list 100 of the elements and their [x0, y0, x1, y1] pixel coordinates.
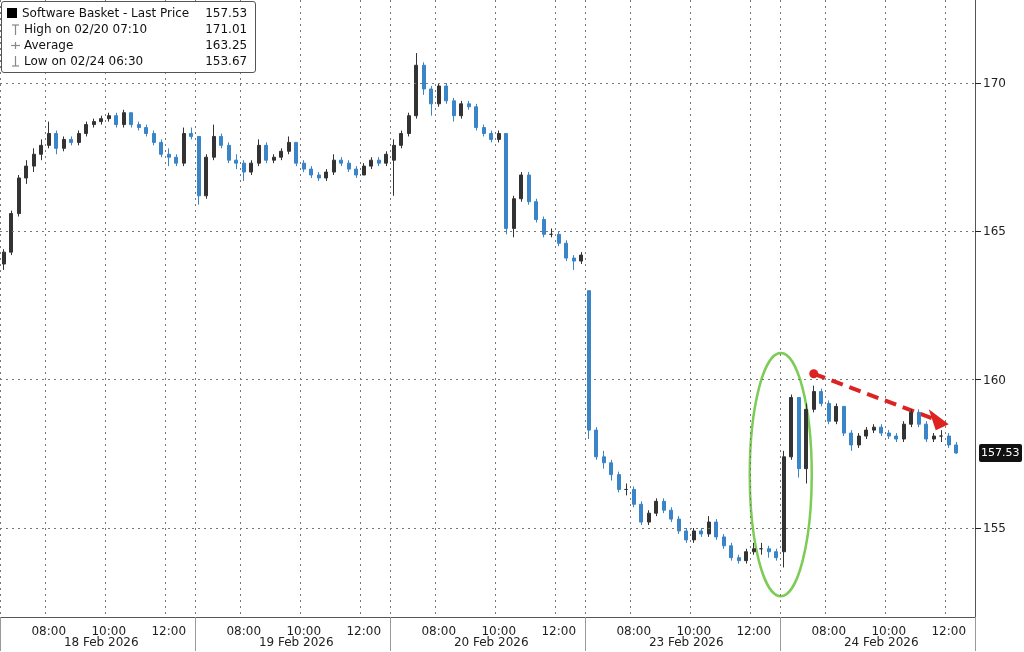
candlestick	[894, 432, 898, 443]
x-tick-label: 12:00	[736, 624, 772, 638]
candlestick	[834, 402, 838, 425]
candlestick	[504, 132, 508, 235]
candlestick	[129, 112, 133, 129]
candlestick	[917, 408, 921, 428]
y-tick-label: 160	[983, 372, 1006, 387]
candlestick	[279, 147, 283, 161]
candlestick	[789, 394, 793, 461]
candlestick	[572, 254, 576, 271]
annotation: 157.53	[205, 5, 248, 21]
candlestick	[444, 82, 448, 105]
candlestick	[122, 109, 126, 129]
candlestick	[339, 156, 343, 167]
x-tick-label: 08:00	[226, 624, 262, 638]
candlestick	[849, 429, 853, 452]
candlestick	[39, 138, 43, 161]
text: 20 Feb 2026	[453, 635, 529, 649]
candlestick	[797, 396, 801, 479]
candlestick	[459, 100, 463, 120]
candlestick	[864, 426, 868, 440]
candlestick	[662, 497, 666, 514]
candlestick	[54, 130, 58, 155]
candlestick	[519, 171, 523, 203]
candlestick	[932, 432, 936, 443]
candlestick	[69, 135, 73, 146]
candlestick	[47, 121, 51, 149]
candlestick	[887, 429, 891, 440]
candlestick	[489, 130, 493, 143]
candlestick	[752, 542, 756, 556]
candlestick	[827, 399, 831, 425]
candlestick	[309, 165, 313, 179]
candlestick	[159, 138, 163, 158]
candlestick	[437, 82, 441, 108]
annotation: Average	[24, 37, 74, 53]
candlestick	[264, 141, 268, 164]
candlestick	[9, 210, 13, 256]
candlestick	[632, 485, 636, 508]
candlestick	[692, 527, 696, 544]
candlestick	[407, 112, 411, 137]
candlestick	[144, 124, 148, 137]
y-tick-label: 165	[983, 224, 1006, 239]
candlestick	[722, 533, 726, 550]
candlestick	[369, 156, 373, 170]
candlestick	[872, 423, 876, 434]
candlestick	[114, 112, 118, 129]
y-tick-label: 170	[983, 76, 1006, 91]
candlestick	[17, 174, 21, 218]
candlestick	[774, 548, 778, 562]
candlestick	[587, 290, 591, 440]
x-tick-label: 12:00	[541, 624, 577, 638]
candlestick	[99, 115, 103, 126]
candlestick	[392, 138, 396, 197]
candlestick	[512, 195, 516, 238]
candlestick	[2, 248, 6, 271]
candlestick	[579, 251, 583, 265]
candlestick	[212, 124, 216, 161]
candlestick	[482, 124, 486, 137]
candlestick	[909, 408, 913, 428]
candlestick	[414, 52, 418, 120]
candlestick	[542, 216, 546, 238]
candlestick	[699, 527, 703, 538]
candlestick	[857, 432, 861, 449]
candlestick	[902, 420, 906, 443]
candlestick	[467, 100, 471, 111]
candlestick	[257, 138, 261, 167]
candlestick	[152, 130, 156, 146]
candlestick	[737, 554, 741, 565]
candlestick	[474, 103, 478, 132]
candlestick	[92, 118, 96, 129]
candlestick	[527, 171, 531, 206]
candlestick	[669, 506, 673, 523]
candlestick	[947, 432, 951, 449]
candlestick	[107, 112, 111, 123]
candlestick	[924, 420, 928, 443]
text: 23 Feb 2026	[648, 635, 724, 649]
candlestick	[639, 500, 643, 526]
candlestick	[594, 426, 598, 461]
candlestick	[362, 162, 366, 176]
candlestick	[347, 159, 351, 173]
text: 157.53	[981, 445, 1020, 459]
candlestick	[324, 168, 328, 182]
candlestick	[564, 239, 568, 262]
candlestick	[167, 147, 171, 167]
text: 19 Feb 2026	[258, 635, 334, 649]
candlestick	[429, 85, 433, 117]
text: 18 Feb 2026	[63, 635, 139, 649]
text: Software Basket - Last Price	[22, 5, 190, 21]
candlestick	[294, 141, 298, 167]
annotation: High on 02/20 07:10	[24, 21, 148, 37]
candlestick	[804, 402, 808, 485]
candlestick	[137, 121, 141, 132]
candlestick	[272, 153, 276, 164]
candlestick	[842, 405, 846, 437]
x-tick-label: 08:00	[616, 624, 652, 638]
candlestick	[174, 153, 178, 167]
x-tick-label: 10:00	[481, 624, 517, 638]
candlestick	[302, 159, 306, 173]
x-tick-label: 12:00	[346, 624, 382, 638]
candlestick	[497, 130, 501, 143]
